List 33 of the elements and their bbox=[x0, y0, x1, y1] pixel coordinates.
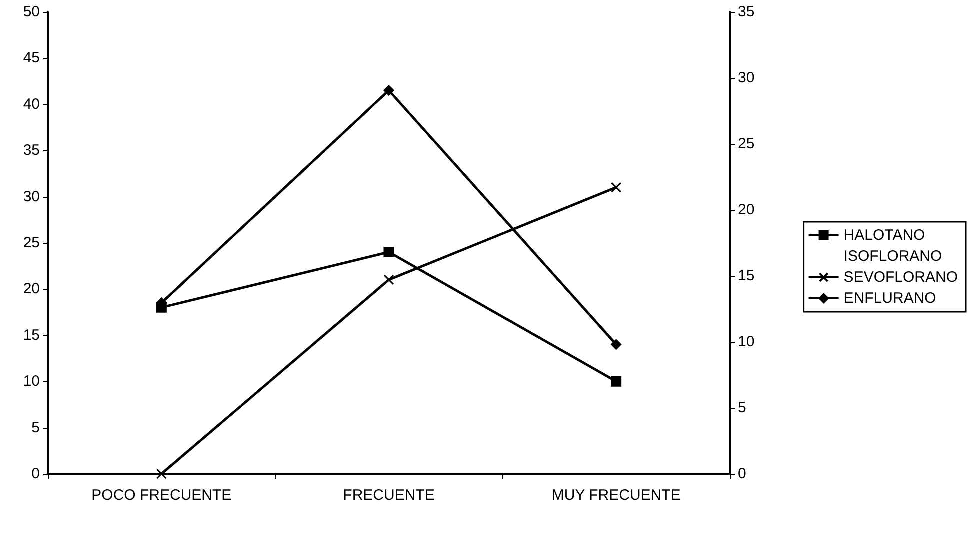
y2-tick-label: 35 bbox=[738, 4, 755, 20]
legend-label: SEVOFLORANO bbox=[844, 269, 958, 286]
y-tick-label: 5 bbox=[32, 419, 40, 436]
point bbox=[611, 376, 622, 387]
y2-tick-label: 20 bbox=[738, 202, 755, 218]
legend-label: HALOTANO bbox=[844, 227, 926, 244]
y-tick-label: 35 bbox=[23, 142, 40, 160]
y2-tick-label: 25 bbox=[738, 136, 755, 152]
y2-tick-label: 0 bbox=[738, 466, 746, 482]
point bbox=[611, 339, 622, 350]
y-tick-label: 30 bbox=[23, 188, 40, 206]
point bbox=[384, 274, 394, 286]
y-tick-label: 50 bbox=[23, 4, 40, 20]
y2-tick-label: 10 bbox=[738, 334, 755, 350]
y-tick-label: 25 bbox=[23, 234, 40, 252]
y-tick-label: 0 bbox=[32, 466, 40, 482]
y2-tick-label: 5 bbox=[738, 400, 746, 416]
point bbox=[156, 468, 167, 480]
y-tick-label: 15 bbox=[23, 326, 40, 344]
y-tick-label: 10 bbox=[23, 373, 40, 390]
y-tick-label: 40 bbox=[23, 96, 40, 113]
legend-label: ENFLURANO bbox=[844, 290, 936, 307]
point bbox=[384, 85, 394, 96]
x-tick-label: MUY FRECUENTE bbox=[552, 487, 681, 504]
point bbox=[611, 182, 622, 193]
point bbox=[384, 246, 394, 258]
y2-tick-label: 15 bbox=[738, 268, 755, 284]
y-tick-label: 20 bbox=[23, 280, 40, 298]
text: ISOFLORANO bbox=[844, 248, 942, 265]
y2-tick-label: 30 bbox=[738, 70, 755, 86]
y-tick-label: 45 bbox=[23, 50, 40, 67]
x-tick-label: POCO FRECUENTE bbox=[92, 487, 232, 504]
x-tick-label: FRECUENTE bbox=[343, 487, 435, 504]
